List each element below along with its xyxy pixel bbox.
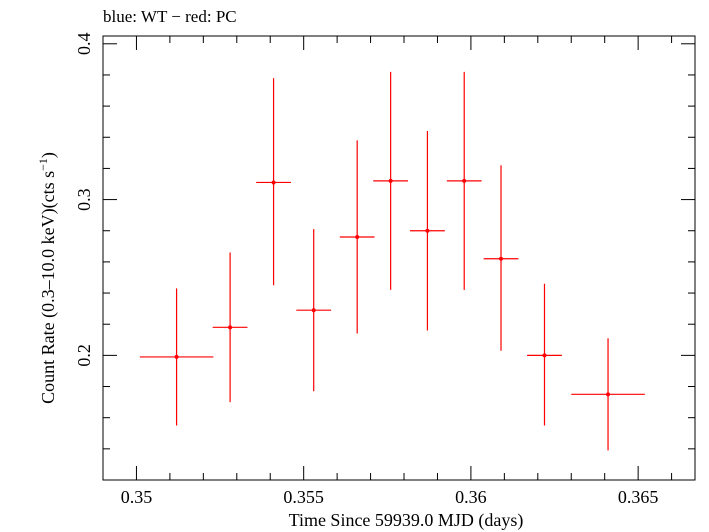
plot-frame <box>102 35 696 481</box>
y-axis-label-superscript: −1 <box>36 158 50 171</box>
data-point <box>256 78 291 286</box>
data-point <box>527 283 562 426</box>
x-tick-label: 0.35 <box>121 487 153 507</box>
y-tick-label: 0.2 <box>74 344 94 367</box>
point-marker <box>355 234 360 239</box>
data-point <box>139 288 214 426</box>
point-marker <box>499 256 504 261</box>
data-points <box>139 71 645 451</box>
x-tick-label: 0.365 <box>618 487 659 507</box>
chart-title: blue: WT − red: PC <box>103 7 237 26</box>
y-axis-label: Count Rate (0.3–10.0 keV)(cts s−1) <box>36 152 59 404</box>
data-point <box>571 338 645 451</box>
data-point <box>339 140 375 334</box>
point-marker <box>271 180 276 185</box>
data-point <box>410 131 445 331</box>
x-tick-labels: 0.35 0.355 0.36 0.365 <box>121 487 659 507</box>
axis-ticks <box>102 36 695 480</box>
y-tick-label: 0.3 <box>74 188 94 211</box>
data-point <box>446 71 482 290</box>
data-point <box>212 252 248 403</box>
y-axis-label-main: Count Rate (0.3–10.0 keV)(cts s <box>38 171 59 404</box>
point-marker <box>462 178 467 183</box>
x-tick-label: 0.355 <box>283 487 324 507</box>
y-axis-label-close: ) <box>38 152 59 158</box>
point-marker <box>228 325 233 330</box>
x-axis-label: Time Since 59939.0 MJD (days) <box>289 510 524 531</box>
data-point <box>483 165 519 351</box>
point-marker <box>542 353 547 358</box>
point-marker <box>174 354 179 359</box>
point-marker <box>425 228 430 233</box>
y-tick-labels: 0.2 0.3 0.4 <box>74 33 94 367</box>
x-tick-label: 0.36 <box>455 487 487 507</box>
y-tick-label: 0.4 <box>74 33 94 56</box>
point-marker <box>311 308 316 313</box>
data-point <box>373 71 409 290</box>
point-marker <box>606 392 611 397</box>
point-marker <box>388 178 393 183</box>
data-point <box>296 229 332 392</box>
